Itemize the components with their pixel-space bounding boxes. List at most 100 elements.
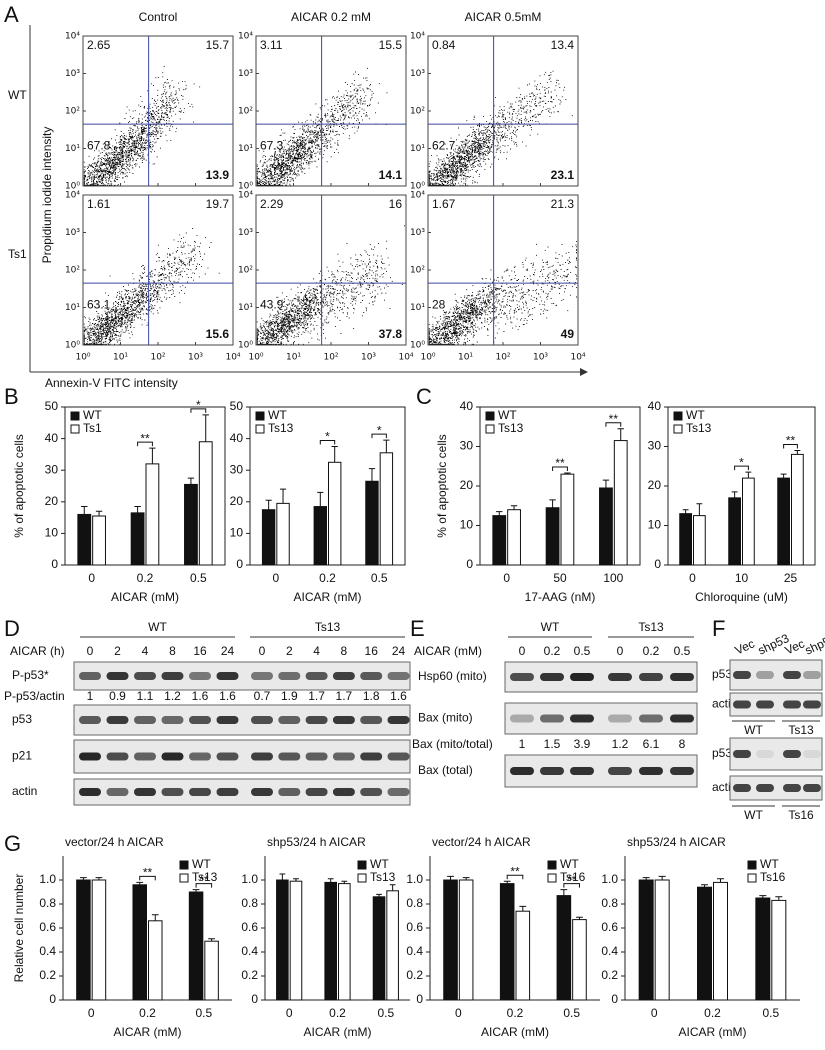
- error-bar: [775, 896, 783, 901]
- legend-swatch: [485, 411, 495, 421]
- legend-label: WT: [498, 408, 517, 422]
- error-bar: [447, 875, 454, 880]
- quadrant-value: 14.1: [379, 168, 403, 182]
- y-tick-label: 0.4: [406, 944, 423, 958]
- blot-band: [332, 672, 355, 680]
- error-bar: [617, 428, 624, 441]
- bar: [791, 453, 804, 566]
- x-tick-label: 10²: [323, 353, 338, 363]
- legend-swatch: [673, 424, 683, 434]
- x-tick-label: 0.2: [139, 1006, 156, 1020]
- legend-label: WT: [686, 408, 705, 422]
- blot-axis-label: AICAR (h): [10, 644, 65, 658]
- panel-letter: G: [4, 831, 21, 856]
- quadrant-value: 62.7: [432, 138, 456, 152]
- error-bar: [279, 873, 286, 880]
- ratio-value: 1.1: [137, 689, 154, 703]
- x-axis-label: AICAR (mM): [111, 590, 179, 604]
- plot-frame: [249, 406, 406, 566]
- blot-band: [360, 672, 383, 680]
- blot-band: [670, 767, 694, 775]
- blot-band: [106, 716, 129, 724]
- y-tick-label: 10⁴: [410, 191, 425, 201]
- legend-swatch: [357, 873, 367, 883]
- dot-cloud: [256, 225, 405, 345]
- legend-swatch: [747, 873, 757, 883]
- blot-band: [251, 672, 273, 680]
- blot-band: [189, 788, 211, 796]
- error-bar: [780, 473, 787, 479]
- chart-title: shp53/24 h AICAR: [627, 835, 726, 849]
- significance-bracket: [552, 466, 568, 471]
- x-tick-label: 10⁴: [225, 353, 240, 363]
- blot-band: [216, 672, 239, 680]
- y-tick-label: 1.0: [601, 872, 618, 886]
- x-tick-label: 10⁴: [398, 353, 413, 363]
- error-bar: [134, 506, 141, 513]
- x-tick-label: 10³: [533, 353, 548, 363]
- x-tick-label: 0: [455, 1006, 462, 1020]
- y-tick-label: 10⁴: [410, 32, 425, 42]
- legend-label: WT: [370, 857, 389, 871]
- error-bar: [202, 414, 209, 442]
- error-bar: [658, 875, 666, 880]
- group-label: WT: [541, 620, 560, 634]
- ratio-value: 1.6: [219, 689, 236, 703]
- significance-label: **: [143, 866, 153, 880]
- significance-bracket: [190, 408, 207, 413]
- y-tick-label: 10²: [410, 107, 425, 117]
- error-bar: [642, 877, 650, 880]
- error-bar: [496, 511, 503, 516]
- bar: [458, 879, 474, 1001]
- lane-label: 24: [221, 644, 235, 658]
- blot-band: [540, 767, 564, 775]
- error-bar: [265, 499, 272, 510]
- ratio-value: 0.9: [109, 689, 126, 703]
- y-tick-label: 50: [230, 399, 244, 413]
- group-label: Ts13: [638, 620, 664, 634]
- y-tick-label: 10²: [238, 107, 253, 117]
- y-tick-label: 0.2: [241, 968, 258, 982]
- y-tick-label: 10¹: [65, 303, 80, 313]
- y-tick-label: 1.0: [39, 872, 56, 886]
- y-tick-label: 30: [460, 439, 474, 453]
- blot-band: [278, 788, 301, 796]
- legend-swatch: [255, 424, 265, 434]
- bar: [507, 509, 521, 566]
- bar: [328, 461, 342, 566]
- y-tick-label: 40: [648, 399, 662, 413]
- lane-label: 4: [142, 644, 149, 658]
- x-axis-label: Chloroquine (uM): [695, 590, 788, 604]
- error-bar: [745, 471, 752, 479]
- bar: [184, 483, 198, 566]
- ratio-value: 1: [87, 689, 94, 703]
- significance-label: *: [739, 455, 744, 469]
- bar: [599, 487, 613, 566]
- x-tick-label: 0: [272, 571, 279, 585]
- y-tick-label: 10¹: [238, 303, 253, 313]
- bar: [755, 897, 771, 1001]
- legend-label: WT: [760, 857, 779, 871]
- blot-band: [216, 716, 239, 724]
- error-bar: [794, 449, 801, 455]
- ratio-label: P-p53/actin: [4, 689, 65, 703]
- y-tick-label: 10⁴: [238, 191, 253, 201]
- y-tick-label: 10²: [410, 266, 425, 276]
- blot-band: [670, 714, 694, 723]
- blot-band: [251, 788, 273, 796]
- y-tick-label: 0.4: [601, 944, 618, 958]
- ratio-value: 3.9: [574, 737, 591, 751]
- row-label: p53: [712, 667, 732, 681]
- x-tick-label: 0.2: [329, 1006, 346, 1020]
- blot-band: [161, 716, 184, 724]
- bar: [556, 895, 572, 1001]
- x-tick-label: 10³: [188, 353, 203, 363]
- legend-swatch: [357, 860, 367, 870]
- blot-band: [134, 672, 156, 680]
- x-tick-label: 10⁰: [75, 353, 90, 363]
- ratio-value: 1.2: [164, 689, 181, 703]
- blot-band: [106, 752, 129, 761]
- error-bar: [279, 488, 287, 504]
- chart-title: vector/24 h AICAR: [65, 835, 164, 849]
- blot-band: [803, 671, 821, 679]
